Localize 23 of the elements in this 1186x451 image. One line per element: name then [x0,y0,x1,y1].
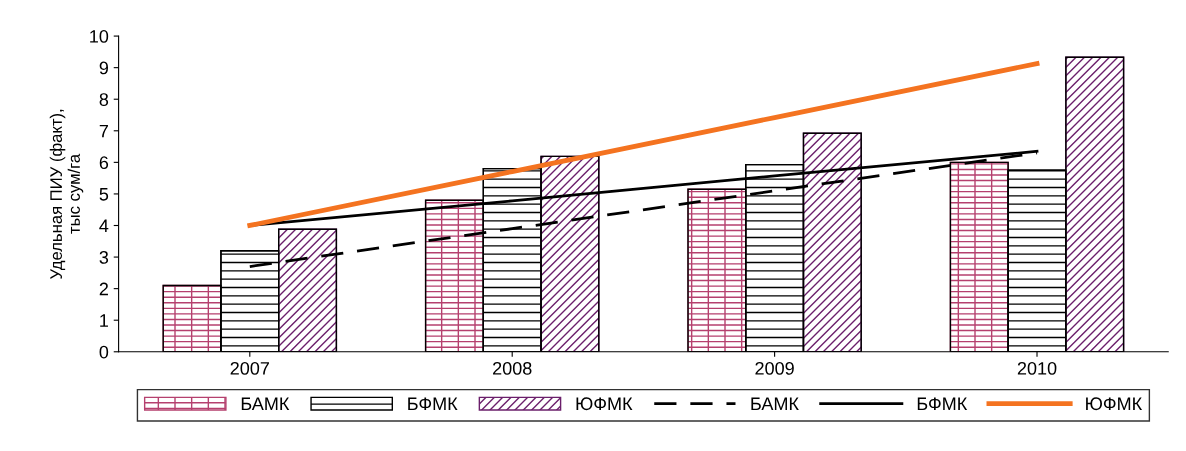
y-tick-label: 8 [99,93,109,106]
y-tick-label: 10 [90,30,109,43]
legend-label: БФМК [408,397,458,411]
y-tick-label: 4 [99,219,109,233]
x-tick-label: 2010 [1017,361,1057,375]
y-tick-label: 6 [99,156,109,170]
legend-label: БФМК [917,397,968,411]
legend-label: ЮФМК [576,397,633,411]
x-tick-label: 2008 [493,361,532,375]
y-tick-label: 3 [99,251,109,264]
line-series [247,61,1040,228]
y-tick-label: 0 [99,345,109,359]
x-tick-label: 2009 [755,361,794,375]
y-tick-label: 1 [100,314,108,327]
legend-label: БАМК [751,397,799,410]
y-tick-label: 2 [99,282,108,296]
legend-label: БАМК [241,397,290,410]
x-tick-label: 2007 [230,361,269,375]
y-tick-label: 7 [99,124,108,138]
legend-label: ЮФМК [1086,397,1143,411]
y-tick-label: 5 [99,188,109,201]
y-tick-label: 9 [99,61,109,75]
y-axis-title: Удельная ПИУ (факт), тыс сум/га [49,109,84,280]
